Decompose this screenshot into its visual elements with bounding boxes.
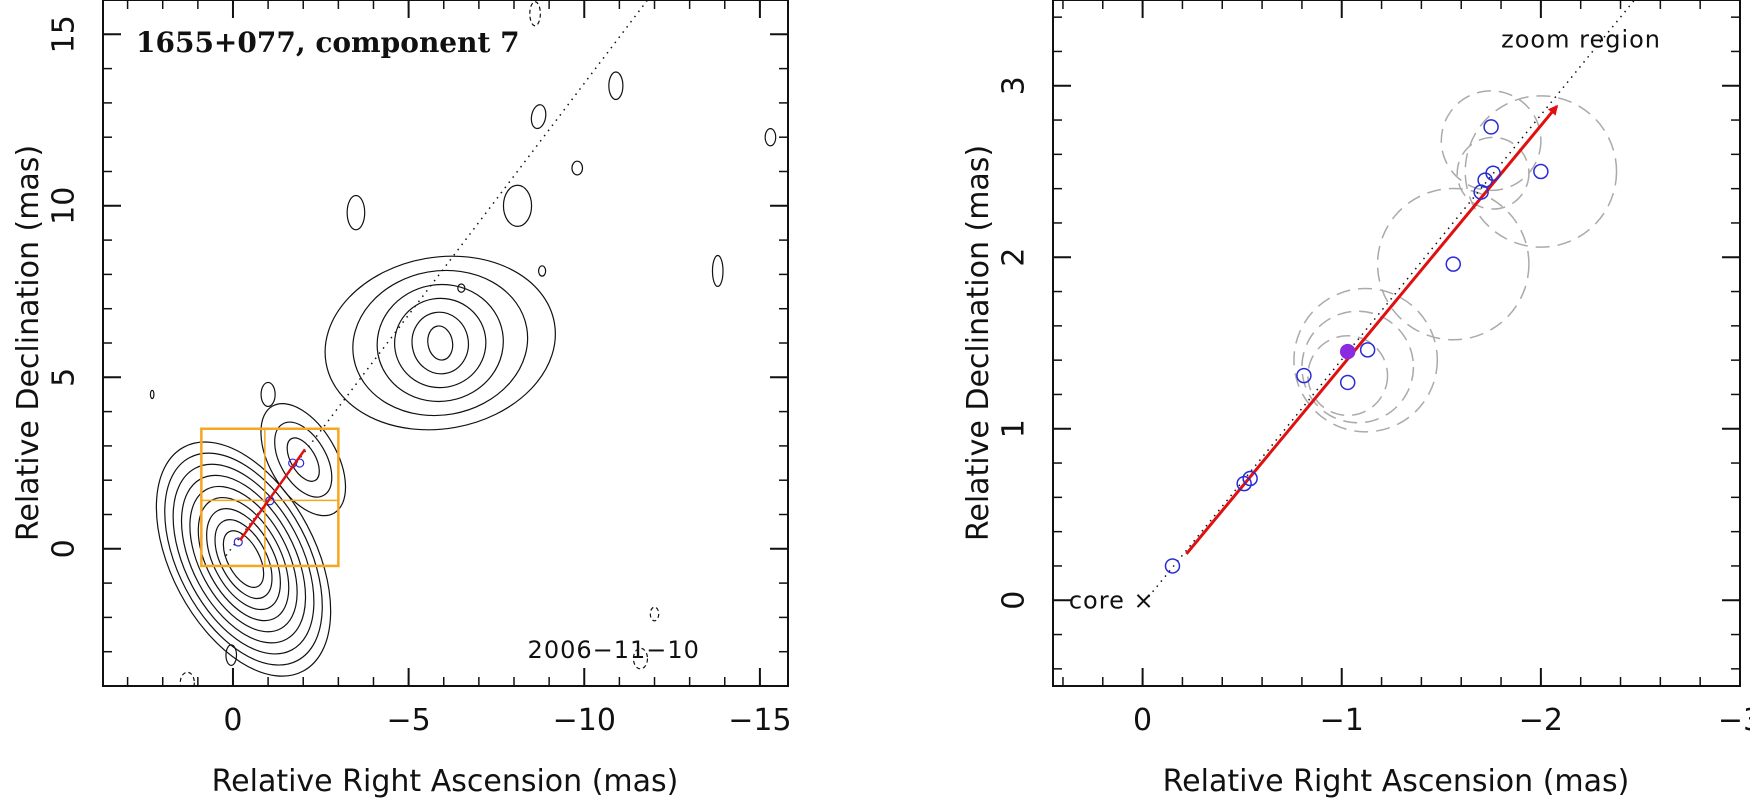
- x-tick-label: −2: [1519, 703, 1563, 738]
- blob-contour: [261, 382, 275, 406]
- blob-contour: [530, 104, 548, 130]
- y-tick-label: 0: [47, 539, 82, 558]
- blob-contour: [765, 129, 776, 146]
- y-tick-label: 0: [997, 591, 1032, 610]
- x-tick-label: −3: [1718, 703, 1750, 738]
- component-marker: [1484, 120, 1498, 134]
- left-ticks: 0 −5 −10 −15 0 5 10 15: [47, 0, 792, 738]
- left-epoch-label: 2006−11−10: [528, 636, 700, 664]
- blob-contour: [609, 72, 623, 99]
- blob-contour: [347, 196, 365, 230]
- velocity-arrow: [240, 449, 305, 540]
- component-size-circle: [1378, 188, 1529, 339]
- component-size-circle: [1294, 288, 1437, 431]
- x-tick-label: −15: [728, 703, 791, 738]
- core-contour: [144, 441, 343, 677]
- right-plot-frame: [1053, 0, 1740, 686]
- left-chart-title: 1655+077, component 7: [136, 26, 520, 59]
- left-x-axis-label: Relative Right Ascension (mas): [212, 764, 679, 799]
- core-contour: [191, 497, 295, 622]
- outer-lobe-contour: [425, 324, 455, 362]
- left-plot-frame: [103, 0, 788, 686]
- blob-contour: [572, 161, 583, 175]
- y-tick-label: 3: [997, 76, 1032, 95]
- x-tick-label: 0: [223, 703, 242, 738]
- component-marker: [1165, 559, 1179, 573]
- inner-jet-contour: [281, 433, 326, 487]
- outer-lobe-contour: [388, 291, 493, 395]
- negative-contour: [530, 2, 541, 26]
- y-tick-label: 10: [47, 187, 82, 225]
- outer-lobe-contour: [368, 275, 513, 412]
- highlighted-component: [1341, 345, 1355, 359]
- zoom-region-label: zoom region: [1501, 25, 1661, 53]
- negative-contour: [650, 607, 658, 621]
- core-contour: [156, 455, 331, 663]
- core-label: core ×: [1069, 586, 1155, 614]
- blob-contour: [150, 390, 154, 398]
- blob-contour: [712, 256, 723, 287]
- outer-lobe-contour: [311, 238, 569, 447]
- left-y-axis-label: Relative Declination (mas): [11, 145, 46, 541]
- right-ticks: 0 −1 −2 −3 0 1 2 3: [997, 0, 1750, 738]
- component-size-circle: [1465, 96, 1616, 247]
- x-tick-label: −1: [1320, 703, 1364, 738]
- component-marker: [1361, 343, 1375, 357]
- velocity-arrow: [1186, 106, 1556, 554]
- x-tick-label: 0: [1133, 703, 1152, 738]
- left-panel: 0 −5 −10 −15 0 5 10 15 1655+077, component 7 20…: [11, 0, 792, 799]
- right-y-axis-label: Relative Declination (mas): [961, 145, 996, 541]
- y-tick-label: 5: [47, 368, 82, 387]
- jet-direction-line: [1149, 0, 1635, 597]
- left-contour-map: [120, 2, 775, 705]
- component-marker: [1341, 375, 1355, 389]
- component-marker: [1534, 165, 1548, 179]
- outer-lobe-contour: [407, 308, 473, 379]
- y-tick-label: 15: [47, 15, 82, 53]
- core-contour: [180, 483, 308, 636]
- negative-contour: [180, 672, 194, 693]
- core-contour: [120, 413, 366, 705]
- core-contour: [168, 469, 320, 650]
- x-tick-label: −10: [553, 703, 616, 738]
- y-tick-label: 1: [997, 419, 1032, 438]
- blob-contour: [503, 185, 531, 226]
- right-panel: 0 −1 −2 −3 0 1 2 3 zoom region core × Relative …: [961, 0, 1750, 799]
- core-contour: [203, 511, 284, 608]
- right-component-sizes: [1294, 91, 1617, 432]
- left-overlay: [201, 0, 647, 566]
- right-x-axis-label: Relative Right Ascension (mas): [1163, 764, 1630, 799]
- component-marker: [1446, 257, 1460, 271]
- x-tick-label: −5: [386, 703, 430, 738]
- outer-lobe-contour: [341, 257, 539, 429]
- component-size-circle: [1302, 311, 1414, 423]
- blob-contour: [539, 266, 546, 276]
- y-tick-label: 2: [997, 248, 1032, 267]
- right-overlay: [1149, 0, 1635, 597]
